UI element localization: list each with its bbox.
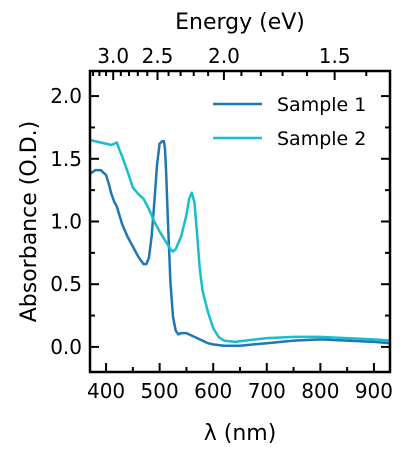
y-tick-label: 0.5 — [50, 272, 82, 296]
y-tick-label: 0.0 — [50, 335, 82, 359]
legend: Sample 1 Sample 2 — [213, 94, 366, 150]
y-tick-label: 1.5 — [50, 147, 82, 171]
plot-frame — [88, 69, 392, 374]
legend-label-sample-1: Sample 1 — [277, 94, 366, 116]
top-tick-label: 2.0 — [208, 44, 240, 68]
legend-label-sample-2: Sample 2 — [277, 128, 366, 150]
top-axis-title: Energy (eV) — [175, 10, 305, 35]
top-tick-label: 1.5 — [319, 44, 351, 68]
x-tick-label: 700 — [248, 379, 286, 403]
x-axis-title: λ (nm) — [204, 421, 277, 446]
top-tick-label: 3.0 — [97, 44, 129, 68]
series-layer — [89, 138, 391, 347]
y-axis-title: Absorbance (O.D.) — [17, 121, 42, 323]
right-axis-ticks — [381, 95, 390, 348]
top-axis-ticks: 3.0 2.5 2.0 1.5 — [92, 44, 368, 80]
series-line-1 — [89, 139, 391, 347]
x-tick-label: 900 — [355, 379, 393, 403]
x-tick-label: 500 — [141, 379, 179, 403]
series-line-2 — [89, 138, 391, 344]
x-tick-label: 800 — [301, 379, 339, 403]
left-axis-ticks: 0.0 0.5 1.0 1.5 2.0 — [50, 84, 99, 359]
y-tick-label: 2.0 — [50, 84, 82, 108]
y-tick-label: 1.0 — [50, 210, 82, 234]
top-tick-label: 2.5 — [142, 44, 174, 68]
x-tick-label: 400 — [87, 379, 125, 403]
bottom-axis-ticks: 400 500 600 700 800 900 — [87, 363, 393, 403]
x-tick-label: 600 — [194, 379, 232, 403]
